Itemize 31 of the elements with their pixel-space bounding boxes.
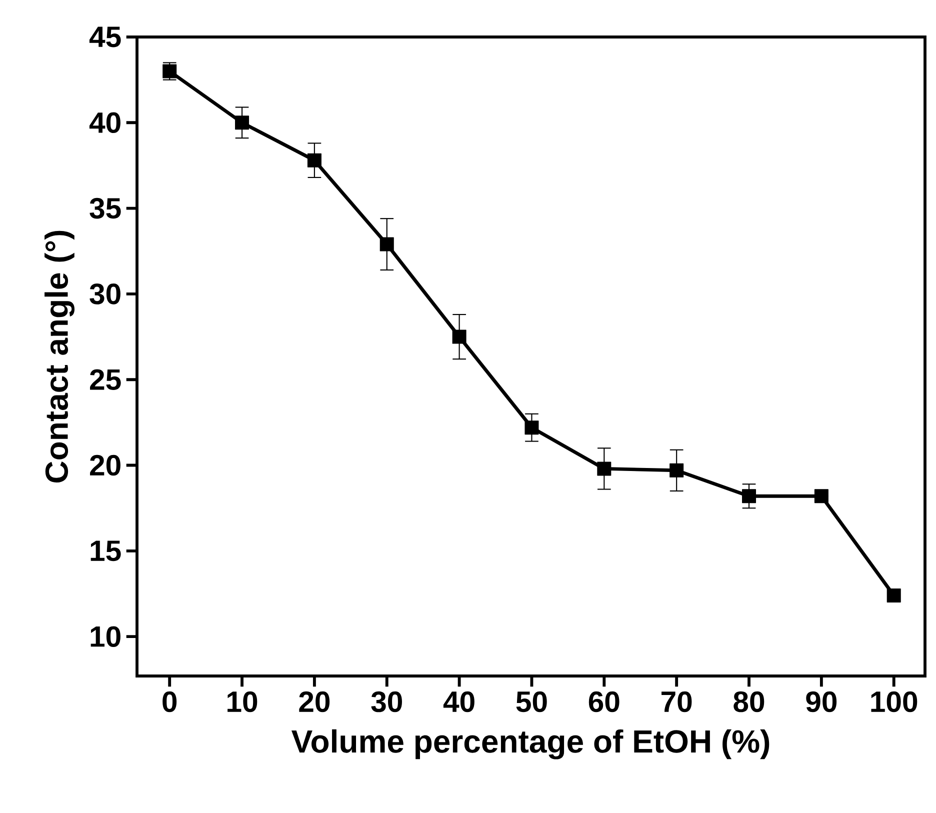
y-tick-label: 20 bbox=[90, 454, 120, 476]
x-tick-label: 40 bbox=[443, 691, 474, 712]
point bbox=[235, 116, 250, 130]
y-tick-label: 35 bbox=[90, 198, 121, 219]
point bbox=[380, 237, 394, 252]
point bbox=[742, 489, 756, 504]
x-tick-label: 80 bbox=[734, 691, 764, 712]
x-axis-title: Volume percentage of EtOH (%) bbox=[291, 729, 770, 760]
x-tick-label: 50 bbox=[516, 691, 547, 712]
y-tick-label: 15 bbox=[90, 540, 121, 562]
point bbox=[307, 153, 322, 168]
y-tick-label: 30 bbox=[90, 284, 120, 304]
y-axis-title: Contact angle (°) bbox=[44, 230, 75, 482]
point bbox=[597, 462, 612, 476]
point bbox=[524, 420, 539, 435]
point bbox=[670, 463, 684, 478]
point bbox=[886, 588, 901, 602]
x-tick-label: 70 bbox=[662, 691, 692, 712]
x-tick-label: 100 bbox=[871, 691, 918, 712]
point bbox=[452, 330, 466, 344]
point bbox=[814, 489, 828, 504]
y-tick-label: 40 bbox=[89, 112, 120, 134]
x-tick-label: 20 bbox=[299, 691, 330, 712]
x-tick-label: 10 bbox=[228, 691, 258, 712]
x-tick-label: 90 bbox=[806, 691, 837, 712]
x-tick-label: 60 bbox=[588, 691, 620, 712]
y-tick-label: 10 bbox=[90, 626, 120, 647]
y-tick-label: 25 bbox=[90, 369, 121, 390]
x-tick-label: 0 bbox=[162, 691, 177, 712]
y-tick-label: 45 bbox=[89, 26, 121, 48]
x-tick-label: 30 bbox=[371, 691, 402, 712]
